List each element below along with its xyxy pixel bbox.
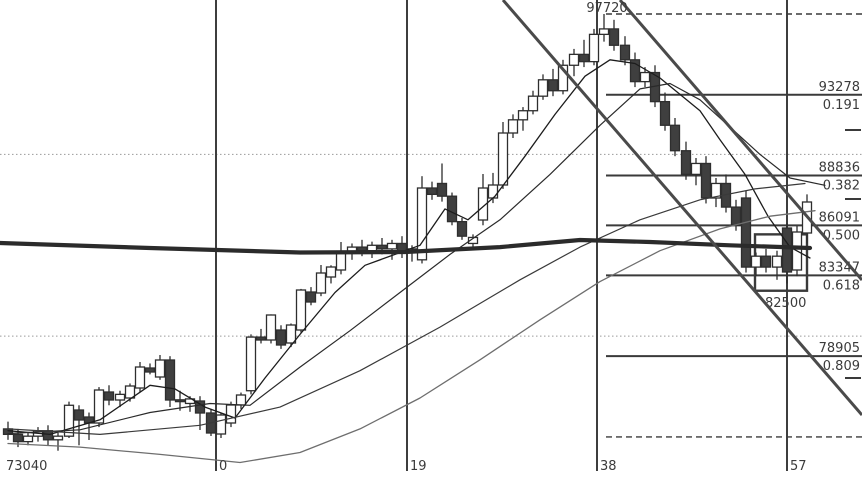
moving-averages xyxy=(0,59,826,464)
fib-price-label: 86091 xyxy=(819,210,860,225)
fib-price-label: 93278 xyxy=(819,80,860,95)
candle-bullish xyxy=(568,53,580,66)
candle-bullish xyxy=(487,184,499,199)
trend-channel[interactable] xyxy=(501,0,862,416)
trendline-upper-channel[interactable] xyxy=(501,0,862,416)
candle-bullish xyxy=(366,244,378,252)
candle-bearish xyxy=(629,59,641,83)
ma-medium-line xyxy=(7,82,826,435)
candle-bearish xyxy=(700,162,712,199)
candle-bullish xyxy=(497,132,509,186)
candle-bearish xyxy=(12,433,24,443)
candle-bullish xyxy=(52,435,64,441)
candle-bearish xyxy=(781,227,793,273)
candle-bullish xyxy=(386,242,398,250)
x-axis-labels: 73040 0 19 38 57 xyxy=(6,459,807,474)
ma-thick-line xyxy=(0,237,813,255)
candle-bullish xyxy=(225,404,237,424)
candle-bullish xyxy=(93,389,105,424)
x-axis-label: 57 xyxy=(790,459,807,474)
fib-ratio-label: 0.809 xyxy=(823,359,860,374)
candle-bullish xyxy=(771,255,783,268)
candle-bullish xyxy=(235,394,247,406)
candle-bullish xyxy=(22,435,34,443)
candle-bearish xyxy=(547,79,559,92)
candle-bullish xyxy=(315,272,327,294)
x-axis-label: 73040 xyxy=(6,459,47,474)
candle-bearish xyxy=(164,359,176,401)
x-axis-label: 19 xyxy=(410,459,427,474)
fib-ratio-label: 0.191 xyxy=(823,98,860,113)
candle-bullish xyxy=(245,336,257,392)
candle-bearish xyxy=(436,182,448,197)
candle-bearish xyxy=(275,329,287,346)
candle-bullish xyxy=(710,182,722,199)
fib-ratio-label: 0.618 xyxy=(823,278,860,293)
candle-bullish xyxy=(335,251,347,271)
candle-bullish xyxy=(588,33,600,63)
fib-ratio-label: 0.500 xyxy=(823,228,860,243)
candle-bearish xyxy=(174,399,186,403)
candle-bearish xyxy=(144,367,156,373)
candle-bearish xyxy=(376,244,388,250)
candle-bearish xyxy=(619,44,631,61)
x-axis-label: 38 xyxy=(600,459,617,474)
candle-bullish xyxy=(154,359,166,378)
candle-bearish xyxy=(578,53,590,63)
candle-bearish xyxy=(103,391,115,401)
fib-ratio-label: 0.382 xyxy=(823,179,860,194)
ma-slow-line xyxy=(7,182,806,435)
candle-bearish xyxy=(305,291,317,303)
candle-bearish xyxy=(73,409,85,421)
candle-bullish xyxy=(690,162,702,176)
fib-price-label: 78905 xyxy=(819,341,860,356)
trendline-lower-channel[interactable] xyxy=(618,0,862,281)
candle-bullish xyxy=(134,366,146,389)
candle-bearish xyxy=(255,336,267,341)
candle-bearish xyxy=(680,150,692,176)
candle-bearish xyxy=(608,28,620,46)
fib-price-label: 83347 xyxy=(819,260,860,275)
candle-bullish xyxy=(477,187,489,221)
candle-bullish xyxy=(63,404,75,437)
candle-bearish xyxy=(456,220,468,237)
candle-bearish xyxy=(426,187,438,196)
candle-bullish xyxy=(325,266,337,278)
candle-bearish xyxy=(669,124,681,152)
candle-bullish xyxy=(527,95,539,112)
x-axis-label: 0 xyxy=(219,459,227,474)
candle-bullish xyxy=(537,79,549,97)
candle-bullish xyxy=(598,28,610,36)
candle-bearish xyxy=(740,197,752,268)
box-price-label: 82500 xyxy=(765,296,806,311)
candle-bullish xyxy=(295,289,307,331)
candle-bullish xyxy=(507,119,519,134)
candle-bearish xyxy=(730,206,742,226)
candle-bullish xyxy=(114,393,126,401)
candle-bearish xyxy=(446,195,458,223)
candle-bullish xyxy=(639,71,651,83)
candle-bullish xyxy=(557,64,569,92)
candle-bullish xyxy=(517,110,529,121)
candle-bullish xyxy=(215,414,227,435)
candle-bullish xyxy=(750,255,762,268)
ma-fast-line xyxy=(7,59,811,436)
peak-price-label: 97720 xyxy=(586,1,627,16)
candle-bullish xyxy=(416,187,428,261)
candle-bearish xyxy=(659,100,671,126)
candle-bearish xyxy=(760,255,772,268)
fib-price-label: 88836 xyxy=(819,161,860,176)
candle-bullish xyxy=(467,236,479,245)
candle-bullish xyxy=(285,324,297,344)
ma-slowest-line xyxy=(7,210,816,464)
right-edge-ticks xyxy=(845,129,861,379)
candle-bullish xyxy=(265,314,277,341)
candle-bullish xyxy=(124,385,136,399)
